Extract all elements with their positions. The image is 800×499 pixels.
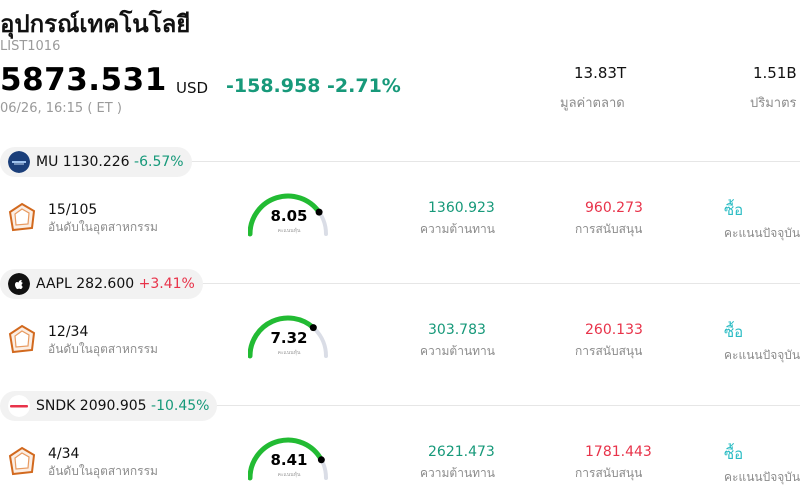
gauge-label: คะแนนหุ้น [278,349,301,356]
gauge-marker [317,456,325,464]
industry-rank-label: อันดับในอุตสาหกรรม [48,220,158,234]
stock-pill[interactable]: MU 1130.226 -6.57% [0,147,192,177]
industry-rank: 15/105 [48,202,98,218]
volume-label: ปริมาตร [750,96,797,111]
stock-change: -10.45% [151,398,210,414]
resistance-value: 2621.473 [428,444,495,460]
index-change: -158.958 -2.71% [226,75,401,97]
rating-buy[interactable]: ซื้อ [724,201,744,219]
rating-buy[interactable]: ซื้อ [724,445,744,463]
gauge-marker [309,324,317,332]
index-code: LIST1016 [0,39,61,54]
currency-label: USD [176,79,209,97]
market-cap-value: 13.83T [574,64,627,82]
stock-symbol: AAPL [36,276,72,292]
stock-pill[interactable]: SNDK 2090.905 -10.45% [0,391,218,421]
rank-icon [8,446,36,480]
volume-value: 1.51B [753,64,797,82]
stock-symbol: SNDK [36,398,76,414]
resistance-value: 303.783 [428,322,486,338]
gauge-label: คะแนนหุ้น [278,471,301,478]
row-divider [0,283,800,284]
support-value: 960.273 [585,200,643,216]
stock-symbol: MU [36,154,59,170]
industry-rank: 4/34 [48,446,80,462]
gauge-fill [247,193,322,237]
rating-label: คะแนนปัจจุบัน [724,470,800,484]
stock-pill[interactable]: AAPL 282.600 +3.41% [0,269,203,299]
rating-label: คะแนนปัจจุบัน [724,226,800,240]
support-label: การสนับสนุน [575,222,643,236]
stock-change: -6.57% [134,154,184,170]
gauge-score: 8.41 [270,451,307,469]
industry-rank: 12/34 [48,324,89,340]
resistance-label: ความต้านทาน [420,466,495,480]
stock-price: 2090.905 [79,398,147,414]
rank-icon [8,324,36,358]
resistance-label: ความต้านทาน [420,222,495,236]
industry-rank-label: อันดับในอุตสาหกรรม [48,464,158,478]
stock-change: +3.41% [138,276,195,292]
score-gauge: 8.05 คะแนนหุ้น [247,192,338,246]
apple-logo-icon [8,273,30,295]
timestamp: 06/26, 16:15 ( ET ) [0,101,122,116]
gauge-label: คะแนนหุ้น [278,227,301,234]
score-gauge: 8.41 คะแนนหุ้น [247,436,338,490]
score-gauge: 7.32 คะแนนหุ้น [247,314,338,368]
stock-price: 1130.226 [62,154,130,170]
gauge-fill [247,315,316,359]
support-value: 1781.443 [585,444,652,460]
support-value: 260.133 [585,322,643,338]
micron-logo-icon [8,151,30,173]
gauge-marker [315,208,323,216]
gauge-score: 7.32 [270,329,307,347]
support-label: การสนับสนุน [575,344,643,358]
resistance-label: ความต้านทาน [420,344,495,358]
resistance-value: 1360.923 [428,200,495,216]
support-label: การสนับสนุน [575,466,643,480]
gauge-score: 8.05 [270,207,307,225]
rating-buy[interactable]: ซื้อ [724,323,744,341]
stock-price: 282.600 [76,276,135,292]
industry-rank-label: อันดับในอุตสาหกรรม [48,342,158,356]
row-divider [0,161,800,162]
sandisk-logo-icon [8,395,30,417]
page-title: อุปกรณ์เทคโนโลยี [0,10,191,38]
market-cap-label: มูลค่าตลาด [560,96,625,111]
row-divider [0,405,800,406]
rank-icon [8,202,36,236]
rating-label: คะแนนปัจจุบัน [724,348,800,362]
gauge-fill [247,437,324,481]
index-price: 5873.531 [0,62,167,98]
